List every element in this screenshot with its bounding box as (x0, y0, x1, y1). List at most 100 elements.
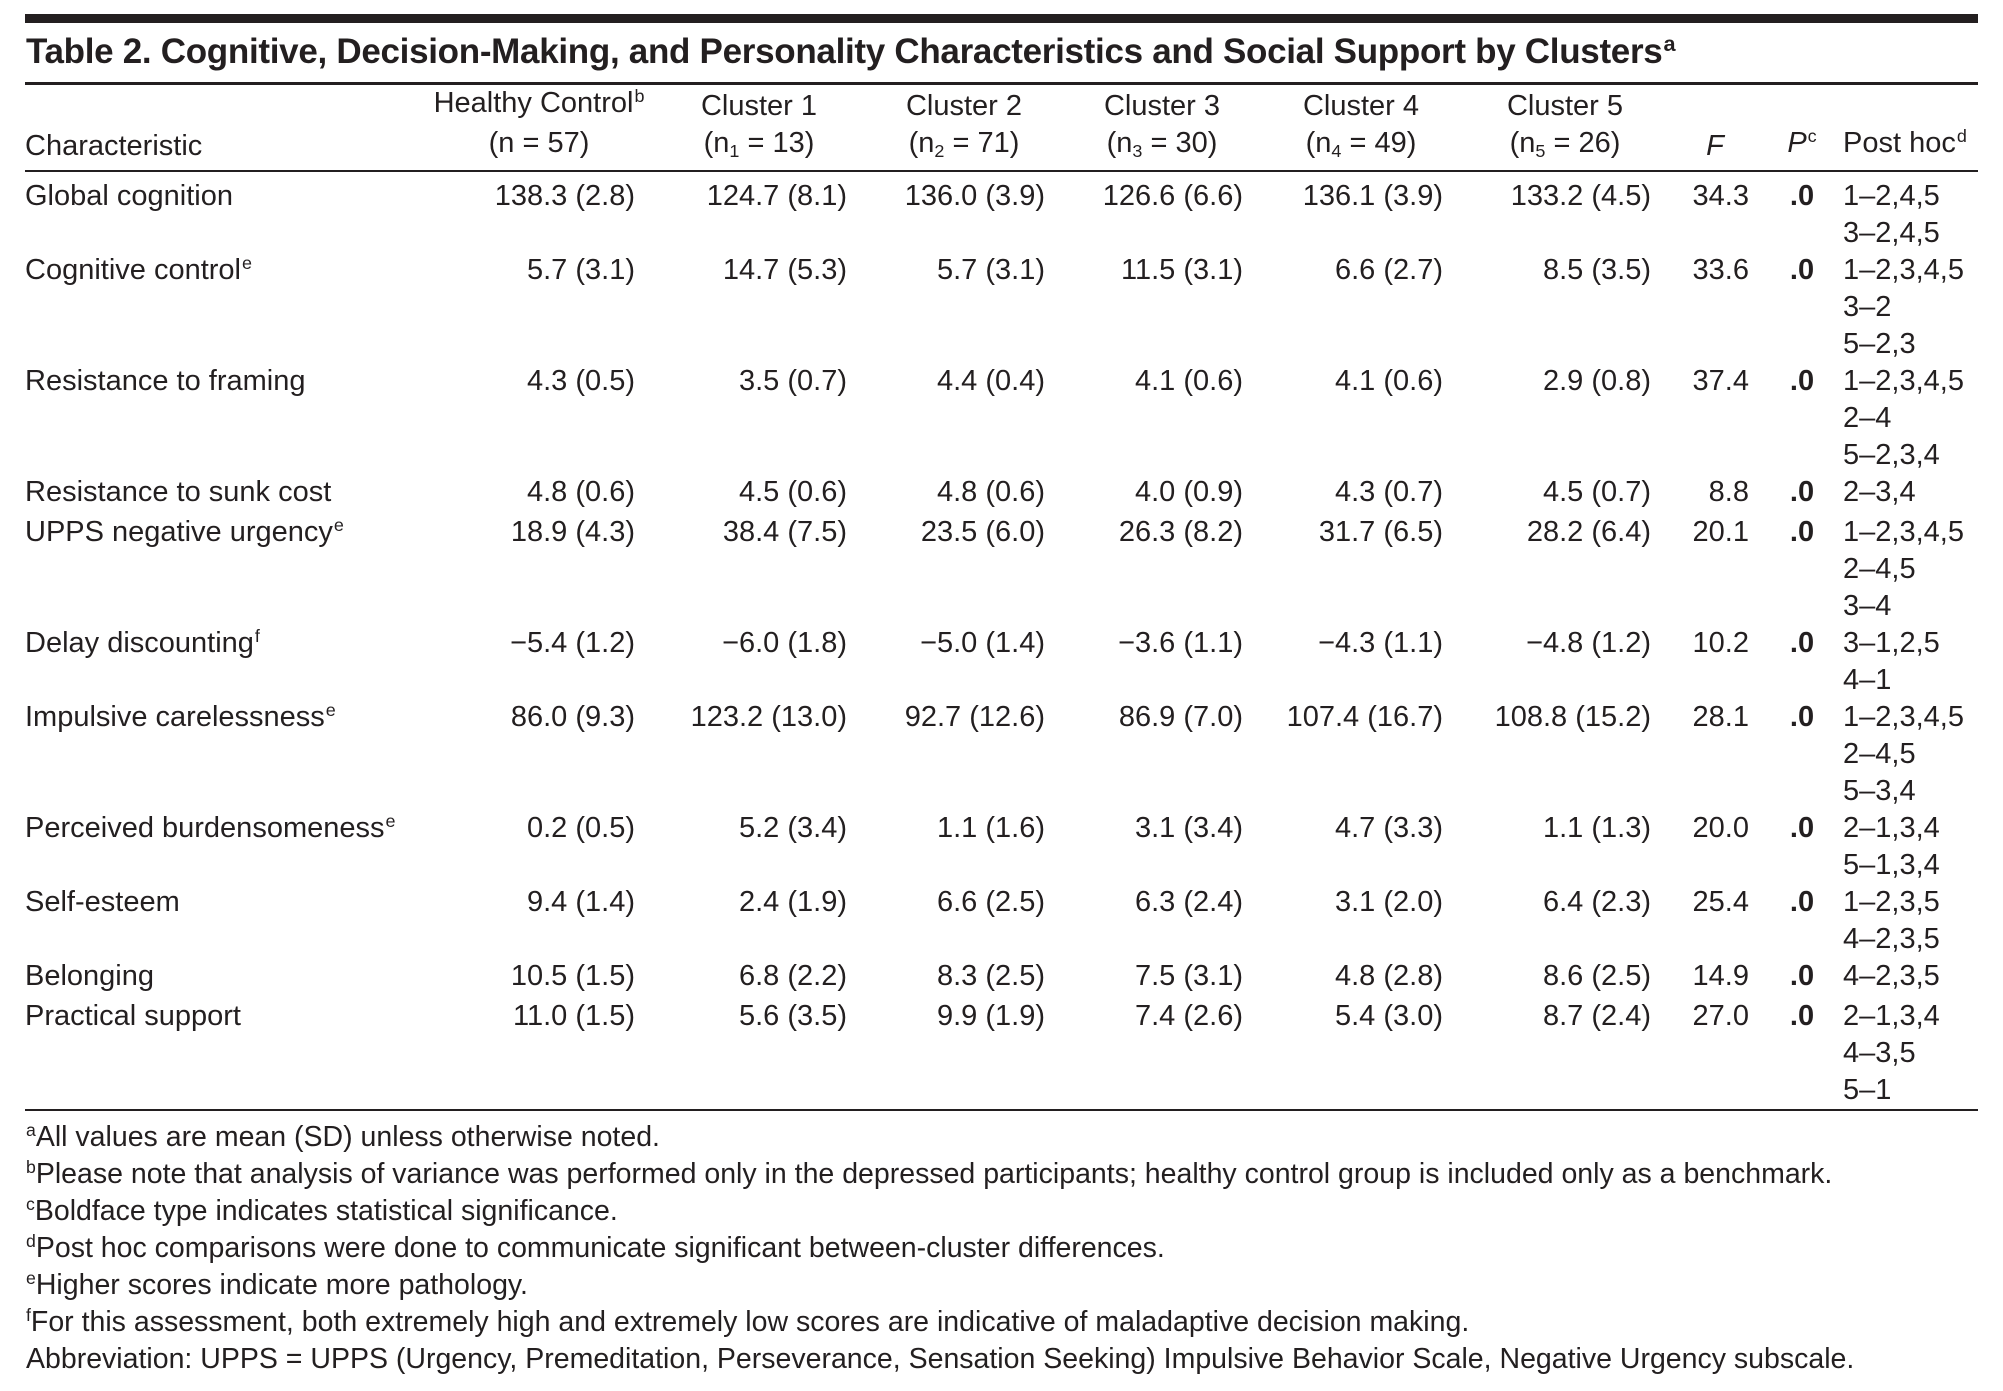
header-row-groups: Healthy Controlb Cluster 1 Cluster 2 Clu… (25, 85, 1978, 125)
p-value-cell: .0 (1789, 960, 1815, 992)
mean-sd-cell: 4.3 (0.7) (1335, 476, 1443, 508)
n-header-healthy-control: (n = 57) (425, 125, 653, 171)
mean-sd-cell: 124.7 (8.1) (706, 180, 847, 212)
characteristic-cell: Resistance to sunk cost (25, 474, 425, 514)
f-value-cell: 20.0 (1692, 812, 1749, 844)
column-header-f: F (1669, 125, 1761, 171)
f-header-label: F (1706, 130, 1724, 162)
header-superscript: b (634, 86, 645, 107)
characteristic-cell: Perceived burdensomenesse (25, 810, 425, 884)
mean-sd-cell: 10.5 (1.5) (510, 960, 635, 992)
table-row: Global cognition 138.3 (2.8) 124.7 (8.1) 13… (25, 171, 1978, 252)
posthoc-line: 1–2,3,4,5 (1843, 254, 1964, 286)
posthoc-line: 2–1,3,4 (1843, 812, 1940, 844)
mean-sd-cell: 4.5 (0.6) (739, 476, 847, 508)
footnote-text: For this assessment, both extremely high… (30, 1306, 1470, 1338)
characteristic-superscript: e (325, 700, 336, 721)
footnote-marker: e (26, 1268, 36, 1289)
mean-sd-cell: 6.4 (2.3) (1543, 886, 1651, 918)
table-row: Resistance to framing 4.3 (0.5) 3.5 (0.7) 4… (25, 363, 1978, 474)
mean-sd-cell: −6.0 (1.8) (722, 627, 847, 659)
mean-sd-cell: 3.1 (3.4) (1135, 812, 1243, 844)
table-body: Global cognition 138.3 (2.8) 124.7 (8.1) 13… (25, 171, 1978, 1110)
footnote-marker: d (26, 1231, 36, 1252)
p-value-cell: .0 (1789, 627, 1815, 659)
footnote-marker: f (26, 1305, 31, 1326)
posthoc-line: 2–3,4 (1843, 476, 1916, 508)
n-post: = 26) (1545, 127, 1621, 159)
mean-sd-cell: 123.2 (13.0) (690, 701, 847, 733)
mean-sd-cell: 28.2 (6.4) (1526, 516, 1651, 548)
footnote-text: Abbreviation: UPPS = UPPS (Urgency, Prem… (26, 1343, 1855, 1375)
n-subscript: 3 (1132, 141, 1143, 162)
footnote-text: Higher scores indicate more pathology. (35, 1269, 528, 1301)
p-value-cell: .0 (1789, 812, 1815, 844)
n-pre: (n (488, 127, 515, 159)
mean-sd-cell: 1.1 (1.3) (1543, 812, 1651, 844)
header-label: Cluster 4 (1302, 90, 1420, 122)
posthoc-header-label: Post hoc (1843, 127, 1956, 159)
p-value-cell: .0 (1789, 180, 1815, 212)
table-title-superscript: a (1663, 31, 1676, 57)
mean-sd-cell: 23.5 (6.0) (920, 516, 1045, 548)
n-post: = 71) (944, 127, 1020, 159)
table-row: Self-esteem 9.4 (1.4) 2.4 (1.9) 6.6 (2.5) 6.… (25, 884, 1978, 958)
mean-sd-cell: 4.3 (0.5) (527, 365, 635, 397)
mean-sd-cell: 3.5 (0.7) (739, 365, 847, 397)
characteristic-label: Practical support (25, 1000, 241, 1032)
n-header-cluster-2: (n2 = 71) (865, 125, 1063, 171)
posthoc-line: 5–2,3 (1843, 328, 1916, 360)
posthoc-cell: 2–1,3,4 5–1,3,4 (1843, 810, 1978, 884)
header-empty (25, 85, 425, 125)
header-empty (1761, 85, 1843, 125)
posthoc-line: 3–1,2,5 (1843, 627, 1940, 659)
mean-sd-cell: 4.5 (0.7) (1543, 476, 1651, 508)
mean-sd-cell: 108.8 (15.2) (1494, 701, 1651, 733)
mean-sd-cell: 136.1 (3.9) (1302, 180, 1443, 212)
mean-sd-cell: 31.7 (6.5) (1318, 516, 1443, 548)
posthoc-line: 1–2,3,5 (1843, 886, 1940, 918)
posthoc-cell: 3–1,2,5 4–1 (1843, 625, 1978, 699)
mean-sd-cell: 4.1 (0.6) (1335, 365, 1443, 397)
header-row-n: Characteristic (n = 57) (n1 = 13) (n2 = … (25, 125, 1978, 171)
posthoc-line: 5–1 (1843, 1074, 1892, 1106)
n-subscript: 1 (729, 141, 740, 162)
posthoc-cell: 2–1,3,4 4–3,5 5–1 (1843, 998, 1978, 1110)
posthoc-cell: 1–2,3,5 4–2,3,5 (1843, 884, 1978, 958)
posthoc-line: 3–2 (1843, 291, 1892, 323)
column-header-posthoc: Post hocd (1843, 125, 1978, 171)
n-post: = 57) (514, 127, 590, 159)
n-subscript: 4 (1331, 141, 1342, 162)
footnote-line: Abbreviation: UPPS = UPPS (Urgency, Prem… (25, 1342, 1978, 1379)
posthoc-line: 5–2,3,4 (1843, 439, 1940, 471)
column-header-healthy-control: Healthy Controlb (425, 85, 653, 125)
p-header-superscript: c (1807, 126, 1817, 147)
footnote-line: cBoldface type indicates statistical sig… (25, 1194, 1978, 1231)
f-value-cell: 28.1 (1692, 701, 1749, 733)
mean-sd-cell: 6.3 (2.4) (1135, 886, 1243, 918)
characteristic-cell: Resistance to framing (25, 363, 425, 474)
table-title: Table 2. Cognitive, Decision-Making, and… (25, 23, 1978, 82)
characteristic-label: Delay discounting (25, 627, 254, 659)
column-header-cluster-2: Cluster 2 (865, 85, 1063, 125)
data-table: Healthy Controlb Cluster 1 Cluster 2 Clu… (25, 85, 1978, 1111)
mean-sd-cell: 136.0 (3.9) (904, 180, 1045, 212)
n-subscript: 2 (934, 141, 945, 162)
mean-sd-cell: −3.6 (1.1) (1118, 627, 1243, 659)
f-value-cell: 20.1 (1692, 516, 1749, 548)
n-pre: (n (908, 127, 935, 159)
mean-sd-cell: 8.3 (2.5) (937, 960, 1045, 992)
n-post: = 30) (1142, 127, 1218, 159)
characteristic-cell: Cognitive controle (25, 252, 425, 363)
p-value-cell: .0 (1789, 254, 1815, 286)
mean-sd-cell: 4.4 (0.4) (937, 365, 1045, 397)
column-header-cluster-1: Cluster 1 (653, 85, 865, 125)
column-header-cluster-4: Cluster 4 (1261, 85, 1461, 125)
mean-sd-cell: 126.6 (6.6) (1102, 180, 1243, 212)
characteristic-label: Resistance to sunk cost (25, 476, 332, 508)
posthoc-line: 2–4 (1843, 402, 1892, 434)
p-value-cell: .0 (1789, 476, 1815, 508)
mean-sd-cell: 7.5 (3.1) (1135, 960, 1243, 992)
p-value-cell: .0 (1789, 365, 1815, 397)
posthoc-line: 2–1,3,4 (1843, 1000, 1940, 1032)
